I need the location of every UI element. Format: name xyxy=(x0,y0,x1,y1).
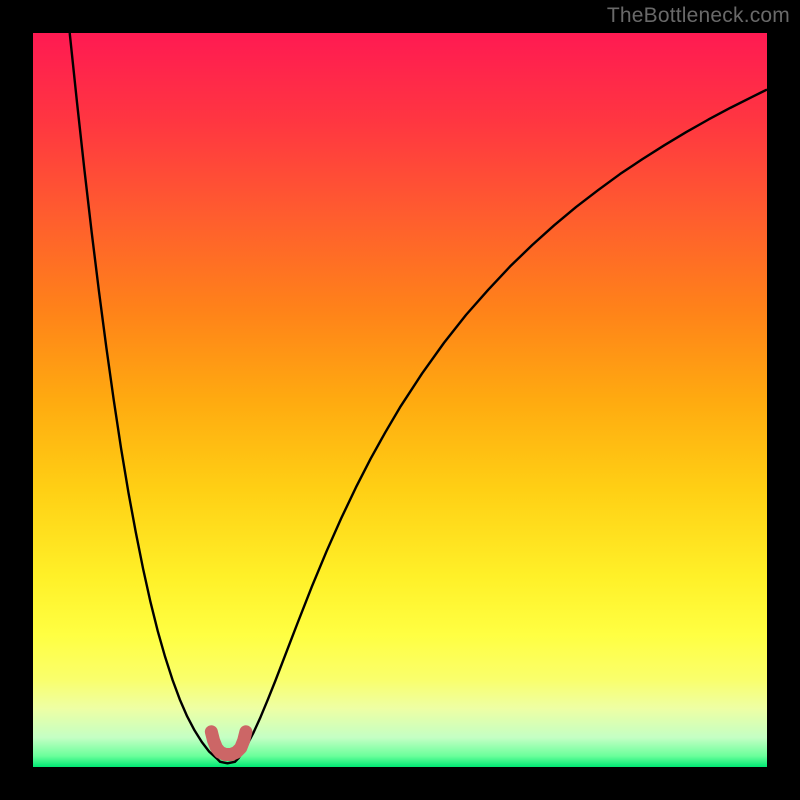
watermark-text: TheBottleneck.com xyxy=(607,4,790,28)
chart-svg xyxy=(33,33,767,767)
figure-container: TheBottleneck.com xyxy=(0,0,800,800)
gradient-background xyxy=(33,33,767,767)
bottleneck-chart xyxy=(33,33,767,767)
